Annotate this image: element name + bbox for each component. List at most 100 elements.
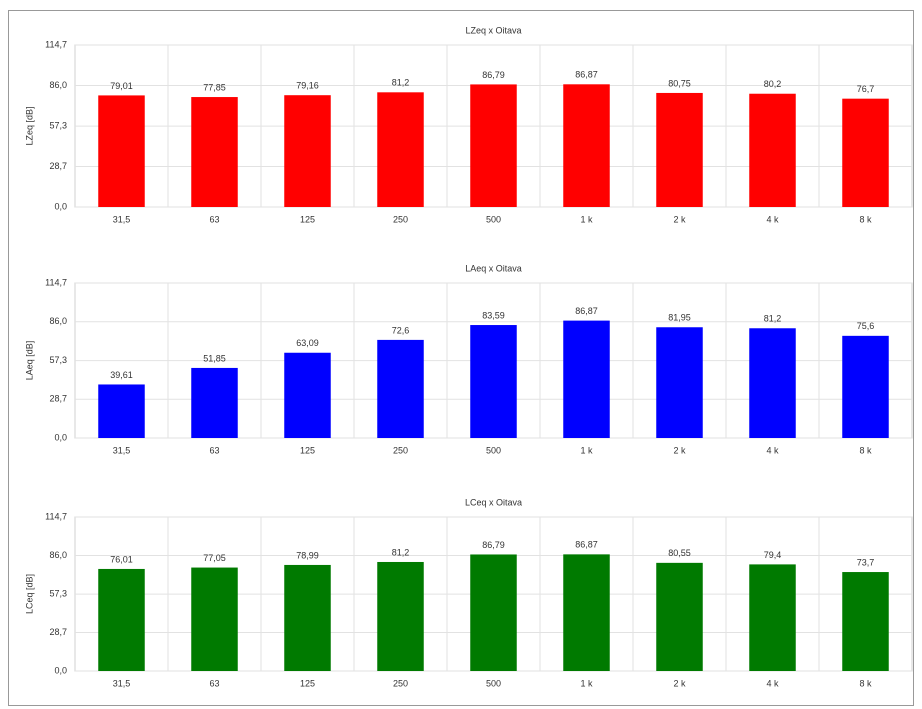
x-tick-label: 500	[486, 214, 501, 224]
y-axis-label: LZeq [dB]	[24, 106, 34, 145]
chart: LZeq x Oitava LZeq [dB] 0,0 28,7 57,3 86,0 114…	[24, 25, 913, 224]
x-tick-label: 250	[393, 678, 408, 688]
bar	[656, 92, 703, 207]
value-label: 81,95	[668, 313, 691, 323]
bar	[470, 325, 517, 438]
chart-title: LAeq x Oitava	[465, 263, 522, 273]
y-tick-label: 28,7	[49, 627, 67, 637]
value-label: 80,2	[764, 79, 782, 89]
bar	[470, 84, 517, 207]
value-label: 81,2	[764, 314, 782, 324]
bar	[284, 95, 331, 207]
x-tick-label: 250	[393, 445, 408, 455]
value-label: 77,85	[203, 82, 226, 92]
bar	[656, 562, 703, 671]
bar	[470, 554, 517, 671]
y-axis-label: LAeq [dB]	[24, 341, 34, 381]
value-label: 72,6	[392, 325, 410, 335]
y-tick-label: 28,7	[49, 161, 67, 171]
value-label: 80,75	[668, 78, 691, 88]
x-tick-label: 31,5	[113, 214, 131, 224]
value-label: 81,2	[392, 78, 410, 88]
value-label: 76,7	[857, 84, 875, 94]
x-tick-label: 63	[209, 214, 219, 224]
bar	[377, 561, 424, 671]
value-label: 81,2	[392, 547, 410, 557]
x-tick-label: 1 k	[580, 678, 593, 688]
value-label: 83,59	[482, 310, 505, 320]
value-label: 79,16	[296, 81, 319, 91]
y-tick-label: 0,0	[54, 665, 67, 675]
bar	[98, 95, 145, 207]
x-tick-label: 125	[300, 678, 315, 688]
value-label: 73,7	[857, 557, 875, 567]
value-label: 78,99	[296, 550, 319, 560]
bar	[191, 567, 238, 671]
x-tick-label: 31,5	[113, 678, 131, 688]
bar	[656, 327, 703, 438]
bar	[749, 564, 796, 671]
y-tick-label: 57,3	[49, 355, 67, 365]
y-tick-label: 114,7	[45, 511, 67, 521]
y-axis-label: LCeq [dB]	[24, 574, 34, 614]
x-tick-label: 4 k	[766, 678, 779, 688]
bar	[842, 98, 889, 207]
x-tick-label: 8 k	[859, 678, 872, 688]
bar	[284, 352, 331, 438]
value-label: 79,01	[110, 81, 133, 91]
y-tick-label: 114,7	[45, 277, 67, 287]
x-tick-label: 2 k	[673, 445, 686, 455]
value-label: 39,61	[110, 370, 133, 380]
bar	[749, 93, 796, 207]
x-tick-label: 250	[393, 214, 408, 224]
x-tick-label: 63	[209, 445, 219, 455]
y-tick-label: 86,0	[49, 80, 67, 90]
bar	[98, 384, 145, 438]
bar	[284, 564, 331, 671]
x-tick-label: 125	[300, 445, 315, 455]
bar	[563, 554, 610, 671]
bar	[191, 97, 238, 207]
value-label: 80,55	[668, 548, 691, 558]
bar	[842, 335, 889, 438]
value-label: 75,6	[857, 321, 875, 331]
y-tick-label: 0,0	[54, 201, 67, 211]
bar	[842, 572, 889, 671]
value-label: 86,79	[482, 540, 505, 550]
chart-title: LCeq x Oitava	[465, 497, 522, 507]
x-tick-label: 2 k	[673, 678, 686, 688]
x-tick-label: 2 k	[673, 214, 686, 224]
x-tick-label: 31,5	[113, 445, 131, 455]
x-tick-label: 4 k	[766, 214, 779, 224]
x-tick-label: 125	[300, 214, 315, 224]
value-label: 79,4	[764, 550, 782, 560]
y-tick-label: 57,3	[49, 120, 67, 130]
value-label: 51,85	[203, 353, 226, 363]
value-label: 86,87	[575, 70, 598, 80]
value-label: 63,09	[296, 338, 319, 348]
bar	[563, 320, 610, 438]
y-tick-label: 86,0	[49, 550, 67, 560]
y-tick-label: 114,7	[45, 39, 67, 49]
chart: LCeq x Oitava LCeq [dB] 0,0 28,7 57,3 86,0 114…	[24, 497, 913, 688]
bar	[377, 339, 424, 438]
value-label: 86,87	[575, 540, 598, 550]
x-tick-label: 1 k	[580, 445, 593, 455]
bar	[749, 328, 796, 438]
bar	[563, 84, 610, 207]
x-tick-label: 8 k	[859, 214, 872, 224]
value-label: 76,01	[110, 554, 133, 564]
y-tick-label: 28,7	[49, 394, 67, 404]
bar	[191, 367, 238, 438]
bar	[98, 568, 145, 671]
y-tick-label: 0,0	[54, 432, 67, 442]
x-tick-label: 500	[486, 678, 501, 688]
y-tick-label: 57,3	[49, 588, 67, 598]
x-tick-label: 4 k	[766, 445, 779, 455]
value-label: 77,05	[203, 553, 226, 563]
bar	[377, 92, 424, 207]
value-label: 86,79	[482, 70, 505, 80]
chart-title: LZeq x Oitava	[465, 25, 521, 35]
